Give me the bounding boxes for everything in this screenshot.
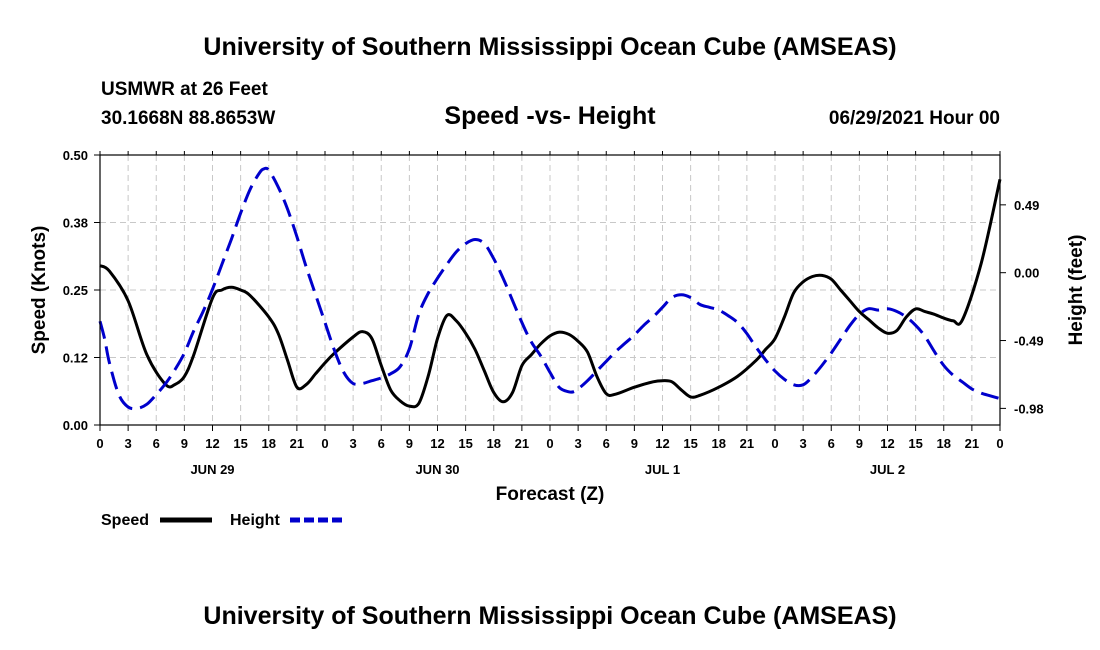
x-date-label: JUN 30 [415,462,459,477]
right-tick-label: 0.49 [1014,198,1039,213]
x-tick-label: 9 [856,436,863,451]
x-axis-title: Forecast (Z) [496,484,605,505]
x-tick-label: 12 [880,436,894,451]
axes-group: 0 3 6 9 12 15 18 21 0 3 6 9 12 15 18 21 0 3 6 9 12 15 18 21 0 3 6 9… [63,148,1044,477]
chart-title: Speed -vs- Height [444,102,656,130]
grid-lines [100,155,1000,425]
x-date-label: JUN 29 [190,462,234,477]
right-axis-title: Height (feet) [1066,235,1087,346]
x-tick-label: 15 [683,436,697,451]
x-tick-label: 9 [181,436,188,451]
series-group [98,166,1002,411]
forecast-datetime: 06/29/2021 Hour 00 [829,108,1000,129]
x-tick-label: 12 [205,436,219,451]
right-tick-label: -0.98 [1014,401,1044,416]
x-tick-label: 0 [771,436,778,451]
x-tick-label: 0 [321,436,328,451]
page-title: University of Southern Mississippi Ocean… [203,33,896,61]
x-tick-label: 21 [965,436,979,451]
x-tick-label: 3 [575,436,582,451]
x-tick-label: 12 [655,436,669,451]
legend-speed-label: Speed [101,512,149,529]
x-tick-label: 0 [996,436,1003,451]
left-axis-title: Speed (Knots) [29,226,50,355]
location-label: 30.1668N 88.8653W [101,108,275,129]
x-tick-label: 21 [515,436,529,451]
left-tick-label: 0.38 [63,216,88,231]
x-tick-label: 18 [487,436,501,451]
x-tick-label: 0 [546,436,553,451]
x-tick-label: 21 [740,436,754,451]
station-label: USMWR at 26 Feet [101,79,268,100]
x-tick-label: 6 [828,436,835,451]
height-series-line [98,166,1001,411]
right-tick-label: 0.00 [1014,266,1039,281]
x-tick-label: 9 [631,436,638,451]
left-tick-label: 0.50 [63,148,88,163]
x-tick-label: 0 [96,436,103,451]
x-tick-label: 6 [603,436,610,451]
legend-height-label: Height [230,512,280,529]
x-tick-label: 3 [800,436,807,451]
x-tick-label: 18 [937,436,951,451]
speed-series-line [99,178,1002,409]
x-tick-label: 9 [406,436,413,451]
x-tick-label: 6 [378,436,385,451]
x-tick-label: 18 [712,436,726,451]
left-tick-label: 0.25 [63,283,88,298]
x-tick-label: 18 [262,436,276,451]
x-tick-label: 3 [350,436,357,451]
x-tick-label: 15 [908,436,922,451]
footer-title: University of Southern Mississippi Ocean… [203,602,896,630]
x-tick-label: 21 [290,436,304,451]
x-tick-label: 12 [430,436,444,451]
x-tick-label: 15 [233,436,247,451]
left-tick-label: 0.00 [63,418,88,433]
x-date-label: JUL 2 [870,462,905,477]
x-tick-label: 6 [153,436,160,451]
x-tick-label: 3 [125,436,132,451]
x-tick-label: 15 [458,436,472,451]
right-tick-label: -0.49 [1014,334,1044,349]
x-date-label: JUL 1 [645,462,680,477]
left-tick-label: 0.12 [63,351,88,366]
